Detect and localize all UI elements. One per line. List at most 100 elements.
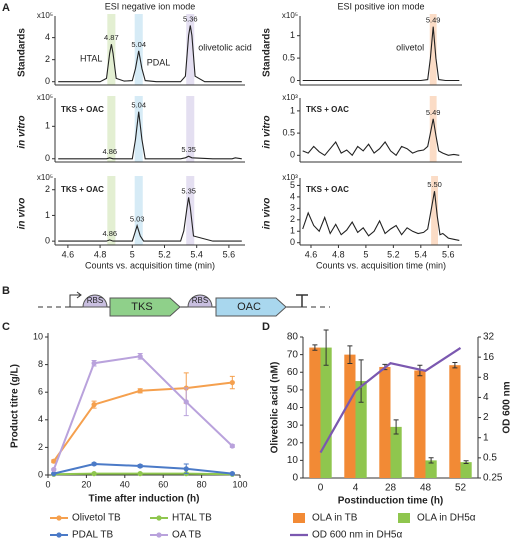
series-line xyxy=(53,462,233,475)
bar xyxy=(344,354,356,478)
bar xyxy=(379,366,391,478)
bar xyxy=(309,347,321,478)
chart-title: ESI negative ion mode xyxy=(105,1,196,11)
error-bar xyxy=(358,359,364,403)
x-tick-label: 4.8 xyxy=(94,249,107,259)
gene-label: OAC xyxy=(237,301,261,313)
x-axis-label: Postinduction time (h) xyxy=(338,496,444,507)
y-tick-label: 2 xyxy=(45,54,50,64)
y-tick-label: 0 xyxy=(45,76,50,86)
compound-label: olivetolic acid xyxy=(198,42,252,52)
data-point xyxy=(183,466,189,472)
series-line xyxy=(58,25,242,83)
error-bar xyxy=(323,329,329,366)
y-tick-label: 0.5 xyxy=(282,52,295,62)
highlight-band xyxy=(429,96,437,162)
legend-marker xyxy=(56,532,62,538)
y2-tick-label: 0.5 xyxy=(483,452,497,463)
peak-label: 4.86 xyxy=(102,147,117,156)
y-tick-label: 0 xyxy=(45,236,50,246)
y-tick-label: 1 xyxy=(290,226,295,236)
chart-title: ESI positive ion mode xyxy=(337,1,424,11)
x-axis-label: Time after induction (h) xyxy=(89,494,200,505)
y-tick-label: 70 xyxy=(287,349,299,360)
y-multiplier: x10⁵ xyxy=(282,11,298,20)
error-bar xyxy=(312,344,318,351)
x-tick-label: 28 xyxy=(385,483,397,494)
legend-swatch xyxy=(398,513,410,523)
y-tick-label: 2 xyxy=(38,442,43,452)
y-tick-label: 4 xyxy=(45,32,50,42)
data-point xyxy=(137,388,143,394)
y2-axis-label: OD 600 nm xyxy=(502,381,513,433)
y-tick-label: 2 xyxy=(45,184,50,194)
y-axis-label: Standards xyxy=(17,28,28,77)
legend-swatch xyxy=(293,513,305,523)
series-line xyxy=(58,111,242,160)
data-point xyxy=(51,458,57,464)
peak-label: 5.36 xyxy=(183,14,198,23)
data-point xyxy=(229,443,235,449)
y2-tick-label: 32 xyxy=(483,332,495,343)
peak-label: 5.49 xyxy=(426,16,441,25)
peak-label: 5.35 xyxy=(181,186,196,195)
y-tick-label: 80 xyxy=(287,332,299,343)
legend-marker xyxy=(156,515,162,521)
data-point xyxy=(91,471,97,477)
y-axis-label: Olivetolic acid (nM) xyxy=(270,362,281,454)
x-tick-label: 20 xyxy=(81,479,91,489)
bar xyxy=(390,426,402,478)
gene-construct: RBS TKS RBS OAC xyxy=(38,291,330,317)
y-tick-label: 0 xyxy=(292,473,298,484)
gene-label: TKS xyxy=(131,301,152,313)
x-tick-label: 5.2 xyxy=(158,249,171,259)
x-tick-label: 4.6 xyxy=(305,249,318,259)
highlight-band xyxy=(429,14,437,85)
x-tick-label: 0 xyxy=(318,483,324,494)
highlight-band xyxy=(107,176,116,245)
promoter xyxy=(69,291,82,307)
series-line xyxy=(302,118,460,157)
y-axis-label: in vitro xyxy=(17,115,28,148)
x-tick-label: 5.6 xyxy=(223,249,236,259)
y-multiplier: x10⁵ xyxy=(37,173,53,182)
terminator xyxy=(296,294,308,307)
x-tick-label: 4.8 xyxy=(332,249,345,259)
data-point xyxy=(51,466,57,473)
bar xyxy=(320,347,332,478)
y-axis-label: Product titre (g/L) xyxy=(10,364,21,448)
peak-label: 5.35 xyxy=(181,145,196,154)
legend-label: OA TB xyxy=(172,530,202,541)
y-tick-label: 2 xyxy=(290,214,295,224)
series-line xyxy=(52,355,233,470)
highlight-band xyxy=(107,14,116,85)
y-tick-label: 0 xyxy=(290,150,295,160)
data-point xyxy=(137,463,143,469)
series-line xyxy=(302,191,460,241)
peak-label: 4.87 xyxy=(104,33,119,42)
bar xyxy=(425,460,437,478)
y-tick-label: 4 xyxy=(38,414,43,424)
y-multiplier: x10³ xyxy=(282,173,298,182)
y-tick-label: 40 xyxy=(287,402,299,413)
y-axis-label: in vivo xyxy=(17,198,28,230)
compound-label: PDAL xyxy=(147,58,171,68)
y-tick-label: 5 xyxy=(290,180,295,190)
y-multiplier: x10³ xyxy=(282,93,298,102)
legend-marker xyxy=(156,532,162,538)
x-tick-label: 40 xyxy=(120,479,130,489)
y-tick-label: 1 xyxy=(290,30,295,40)
error-bar xyxy=(347,345,353,364)
gene xyxy=(215,297,287,317)
x-tick-label: 100 xyxy=(232,479,247,489)
legend-label: OD 600 nm in DH5α xyxy=(312,530,402,541)
error-bar xyxy=(452,362,458,369)
error-bar xyxy=(393,419,399,435)
y-tick-label: 8 xyxy=(38,359,43,369)
y2-tick-label: 8 xyxy=(483,372,489,383)
sample-label: TKS + OAC xyxy=(61,105,104,114)
legend-marker xyxy=(56,515,62,521)
rbs xyxy=(187,294,213,308)
data-point xyxy=(91,360,97,366)
